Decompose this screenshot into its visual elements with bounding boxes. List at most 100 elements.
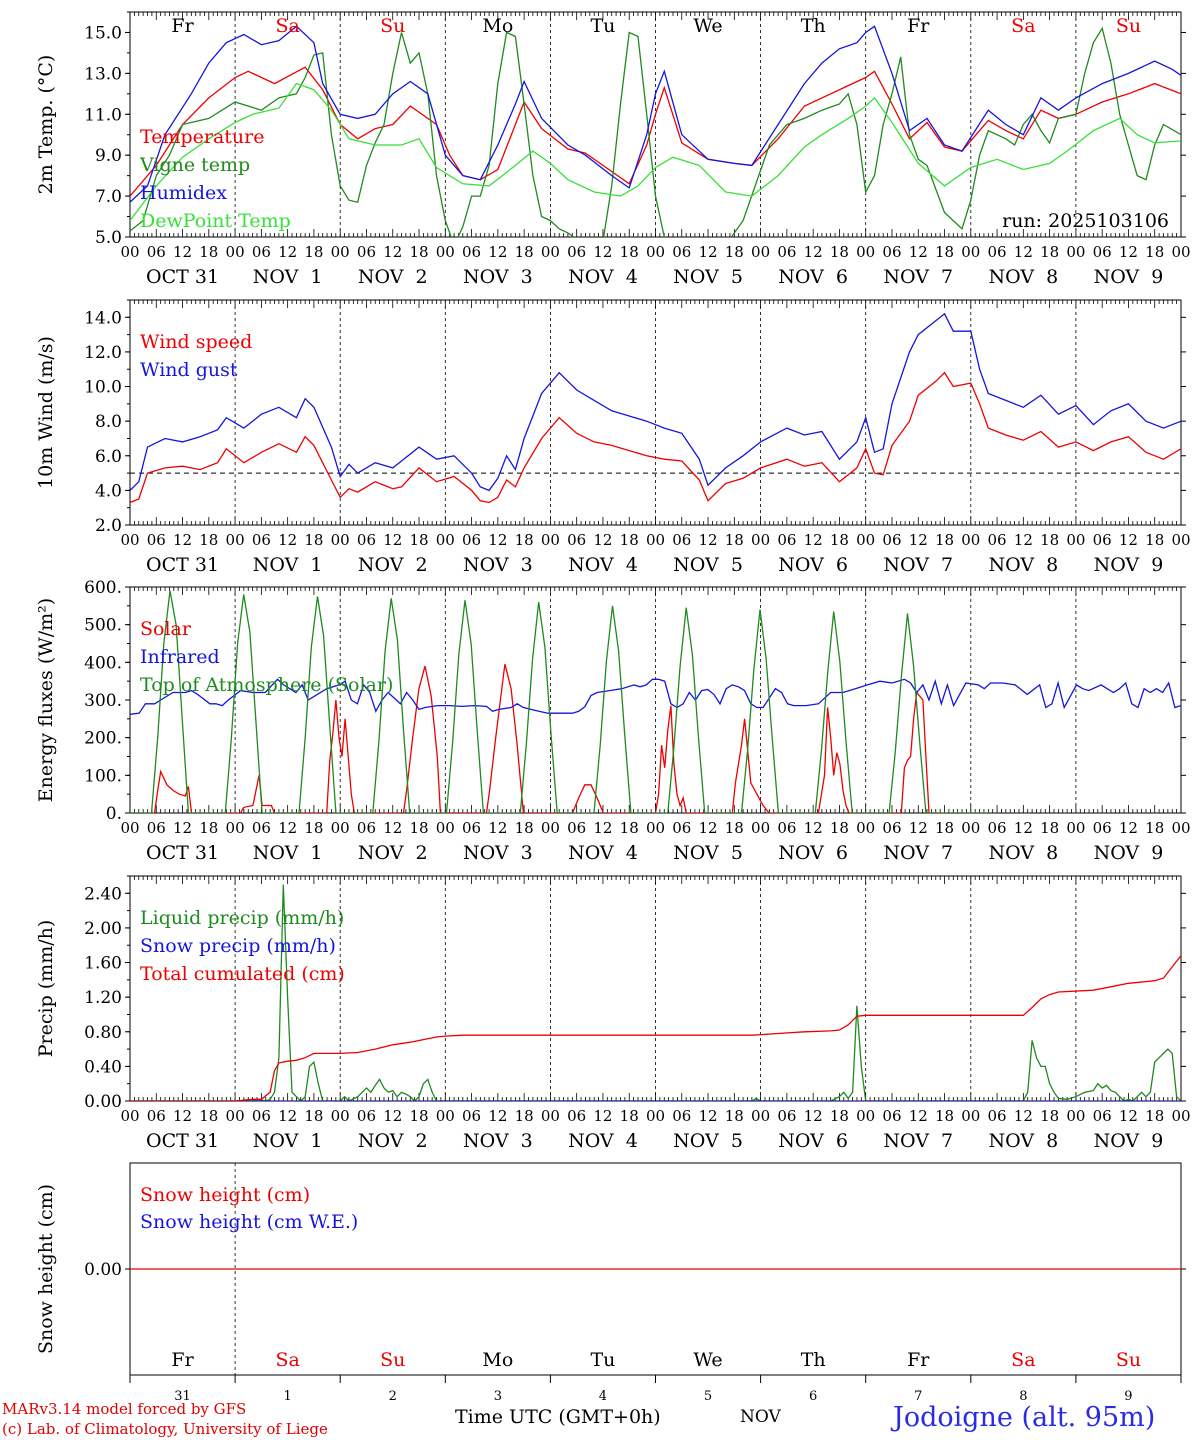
hour-label: 00: [1066, 243, 1085, 261]
hour-label: 06: [882, 243, 901, 261]
hour-label: 12: [278, 531, 297, 549]
date-label: NOV 1: [253, 842, 323, 864]
y-tick-label: 5.0: [95, 228, 122, 248]
hour-label: 18: [199, 819, 218, 837]
hour-label: 06: [147, 243, 166, 261]
hour-label: 18: [304, 819, 323, 837]
hour-label: 12: [383, 1107, 402, 1125]
weekday-label: Su: [380, 1349, 405, 1371]
hour-label: 18: [304, 1107, 323, 1125]
date-label: NOV 7: [883, 842, 953, 864]
hour-label: 06: [1093, 819, 1112, 837]
series-group: [130, 590, 1181, 813]
y-tick-label: 1.20: [84, 988, 122, 1008]
series-line-total-cumulated-cm-: [130, 954, 1181, 1101]
date-label: NOV 8: [988, 1130, 1058, 1152]
hour-label: 12: [909, 819, 928, 837]
hour-label: 00: [1066, 1107, 1085, 1125]
hour-label: 12: [173, 531, 192, 549]
hour-label: 06: [357, 819, 376, 837]
hour-label: 12: [278, 1107, 297, 1125]
weekday-label: We: [693, 1349, 722, 1371]
hour-label: 06: [1093, 1107, 1112, 1125]
series-line-humidex: [130, 25, 1181, 203]
hour-label: 12: [488, 243, 507, 261]
legend-entry: Temperature: [140, 126, 264, 148]
hour-label: 00: [646, 531, 665, 549]
run-annotation: run: 2025103106: [1002, 210, 1169, 232]
hour-label: 12: [383, 819, 402, 837]
day-number-label: 2: [389, 1389, 397, 1404]
y-tick-label: 500.: [84, 616, 122, 636]
legend-entry: Snow height (cm): [140, 1184, 310, 1206]
hour-label: 18: [725, 531, 744, 549]
date-label: NOV 6: [778, 554, 848, 576]
hour-label: 00: [226, 1107, 245, 1125]
hour-label: 00: [1171, 819, 1190, 837]
hour-label: 06: [357, 531, 376, 549]
y-tick-label: 14.0: [84, 308, 122, 328]
hour-label: 18: [620, 1107, 639, 1125]
legend-entry: Solar: [140, 618, 192, 640]
date-label: NOV 8: [988, 554, 1058, 576]
hour-label: 06: [357, 243, 376, 261]
panel-temp: 5.0 7.0 9.0 11.0 13.0 15.0 2m Temp. (°C) Temper…: [35, 11, 1191, 288]
day-number-label: 3: [494, 1389, 502, 1404]
y-tick-label: 0.: [106, 804, 122, 824]
hour-label: 06: [882, 1107, 901, 1125]
hour-label: 18: [935, 531, 954, 549]
series-group: [130, 884, 1181, 1101]
hour-label: 00: [331, 531, 350, 549]
hour-label: 06: [672, 819, 691, 837]
hour-label: 00: [646, 819, 665, 837]
hour-label: 18: [830, 531, 849, 549]
hour-label: 06: [462, 819, 481, 837]
hour-label: 00: [751, 1107, 770, 1125]
hour-label: 12: [804, 531, 823, 549]
day-number-label: 5: [704, 1389, 712, 1404]
hour-label: 18: [515, 243, 534, 261]
hour-label: 06: [567, 531, 586, 549]
hour-label: 00: [1066, 819, 1085, 837]
hour-label: 06: [462, 1107, 481, 1125]
hour-label: 06: [567, 819, 586, 837]
y-tick-label: 12.0: [84, 343, 122, 363]
day-number-label: 8: [1019, 1389, 1027, 1404]
date-label: NOV 4: [568, 1130, 638, 1152]
hour-label: 18: [199, 531, 218, 549]
series-line-top-of-atmosphere-solar-: [130, 590, 991, 813]
legend-entry: Humidex: [140, 182, 227, 204]
hour-label: 06: [147, 1107, 166, 1125]
date-label: NOV 2: [358, 266, 428, 288]
hour-label: 06: [777, 243, 796, 261]
hour-label: 00: [1171, 531, 1190, 549]
hour-label: 12: [804, 1107, 823, 1125]
weekday-label: We: [693, 15, 722, 37]
y-tick-label: 4.0: [95, 481, 122, 501]
y-tick-label: 2.0: [95, 516, 122, 536]
hour-label: 18: [199, 1107, 218, 1125]
date-label: NOV 3: [463, 1130, 533, 1152]
hour-label: 18: [725, 1107, 744, 1125]
date-label: NOV 1: [253, 266, 323, 288]
date-label: NOV 6: [778, 1130, 848, 1152]
weekday-label: Sa: [275, 15, 299, 37]
hour-label: 12: [488, 1107, 507, 1125]
hour-label: 12: [909, 243, 928, 261]
y-axis-label: 2m Temp. (°C): [35, 55, 57, 195]
date-label: NOV 9: [1094, 266, 1164, 288]
hour-label: 00: [1171, 1107, 1190, 1125]
y-tick-label: 200.: [84, 729, 122, 749]
day-number-label: 6: [809, 1389, 817, 1404]
y-tick-label: 600.: [84, 578, 122, 598]
hour-label: 00: [436, 243, 455, 261]
hour-label: 18: [620, 819, 639, 837]
date-label: NOV 5: [673, 266, 743, 288]
hour-label: 00: [331, 243, 350, 261]
weekday-label: Fr: [907, 15, 930, 37]
y-tick-label: 0.80: [84, 1023, 122, 1043]
hour-label: 00: [436, 531, 455, 549]
hour-label: 00: [961, 1107, 980, 1125]
hour-label: 06: [777, 531, 796, 549]
series-line-dewpoint-temp: [130, 82, 1181, 221]
